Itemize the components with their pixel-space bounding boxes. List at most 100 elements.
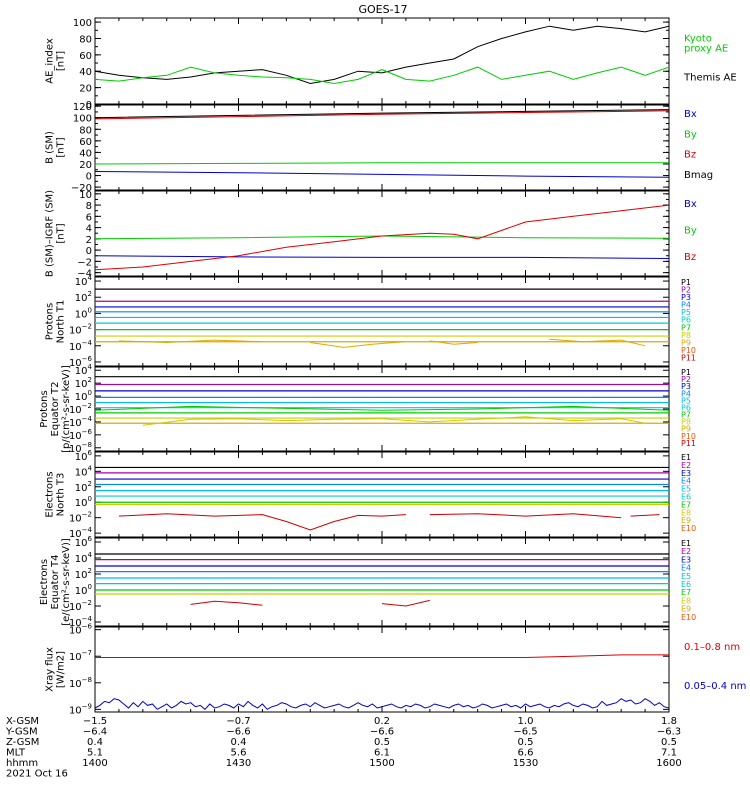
legend-label: 0.05–0.4 nm xyxy=(684,681,746,692)
channel-segment xyxy=(190,600,263,606)
y-tick-label: 6 xyxy=(86,212,92,223)
channel-label: P4 xyxy=(681,389,691,398)
time-axis-value: 1.0 xyxy=(518,716,534,727)
panel-frame xyxy=(94,366,670,452)
legend-label: Bz xyxy=(684,252,696,263)
y-tick-label: 10−2 xyxy=(69,511,92,525)
time-axis-value: 0.5 xyxy=(661,737,677,748)
panel-frame xyxy=(94,276,670,367)
series-line-bz xyxy=(95,204,669,271)
y-tick-label: 120 xyxy=(73,102,92,113)
y-tick-label: 104 xyxy=(75,551,93,565)
y-axis-label: North T3 xyxy=(56,473,67,517)
legend-label: Bz xyxy=(684,150,696,161)
channel-segment xyxy=(630,514,660,517)
y-tick-label: 102 xyxy=(75,567,92,581)
legend-label: By xyxy=(684,226,697,237)
y-axis-label: North T1 xyxy=(56,300,67,344)
channel-label: E8 xyxy=(681,508,691,517)
channel-label: E9 xyxy=(681,516,691,525)
y-tick-label: 10−4 xyxy=(69,415,93,429)
channel-label: E3 xyxy=(681,469,691,478)
panel-data xyxy=(95,288,669,348)
channel-label: E7 xyxy=(681,500,691,509)
channel-label: P2 xyxy=(681,375,691,384)
y-tick-label: 100 xyxy=(73,18,92,29)
channel-label: P6 xyxy=(681,316,691,325)
series-line-bz xyxy=(95,110,669,120)
y-tick-label: 10 xyxy=(79,190,92,201)
channel-label: P3 xyxy=(681,382,691,391)
y-tick-label: 60 xyxy=(79,137,92,148)
y-tick-label: 80 xyxy=(79,125,92,136)
y-tick-label: 20 xyxy=(79,160,92,171)
channel-label: P6 xyxy=(681,403,691,412)
channel-label: P5 xyxy=(681,308,691,317)
time-axis-value: −6.5 xyxy=(513,727,537,738)
channel-segment xyxy=(118,513,406,531)
y-tick-label: 40 xyxy=(79,67,92,78)
time-axis-value: −6.4 xyxy=(83,727,107,738)
time-axis-value: 5.6 xyxy=(231,748,247,759)
channel-label: E8 xyxy=(681,596,691,605)
channel-label: E2 xyxy=(681,461,691,470)
time-axis-value: 5.1 xyxy=(87,748,103,759)
time-axis-value: 6.1 xyxy=(374,748,390,759)
legend-label: By xyxy=(684,129,697,140)
legend-label: Bx xyxy=(684,199,697,210)
channel-segment xyxy=(429,340,478,345)
y-axis-label: [e/(cm²-s-sr-keV)] xyxy=(61,538,72,626)
channel-segment xyxy=(381,599,430,607)
panel-data xyxy=(95,466,669,531)
channel-label: E3 xyxy=(681,555,691,564)
time-axis-value: 0.5 xyxy=(374,737,390,748)
y-tick-label: 0 xyxy=(86,100,92,111)
y-tick-label: 20 xyxy=(79,84,92,95)
y-tick-label: 102 xyxy=(75,480,92,494)
time-axis-value: 1400 xyxy=(82,758,107,769)
channel-label: P4 xyxy=(681,301,691,310)
y-axis-label: [nT] xyxy=(56,137,67,157)
series-line-kyoto-proxy-ae xyxy=(95,66,669,85)
y-axis-label: Electrons xyxy=(39,559,50,605)
channel-label: P2 xyxy=(681,286,691,295)
y-axis-label: [W/m2] xyxy=(56,651,67,688)
series-line-bmag xyxy=(95,109,669,119)
channel-label: P3 xyxy=(681,293,691,302)
channel-segment xyxy=(118,339,263,344)
y-axis-label: [p/(cm²-s-sr-keV)] xyxy=(61,365,72,453)
y-tick-label: 80 xyxy=(79,34,92,45)
channel-segment xyxy=(429,513,622,519)
series-line-bx xyxy=(95,171,669,178)
y-tick-label: 8 xyxy=(86,201,92,212)
channel-segment xyxy=(142,416,646,426)
y-tick-label: 10−9 xyxy=(69,702,92,716)
channel-segment xyxy=(95,405,669,411)
y-tick-label: 104 xyxy=(75,464,93,478)
time-axis-value: −1.5 xyxy=(83,716,107,727)
panel-frame xyxy=(94,451,670,538)
y-tick-label: 60 xyxy=(79,51,92,62)
y-tick-label: −2 xyxy=(77,257,92,268)
series-line-0-1-0-8-nm xyxy=(95,654,669,658)
y-axis-label: Equator T2 xyxy=(50,382,61,437)
panel-data xyxy=(95,25,669,85)
y-tick-label: 100 xyxy=(73,114,92,125)
legend-label: Bx xyxy=(684,109,697,120)
time-axis: X-GSM −1.5 −0.7 0.2 1.0 1.8 Y-GSM −6.4 −6.6 −6.6 −… xyxy=(5,716,682,780)
y-tick-label: 0 xyxy=(86,246,92,257)
channel-label: E10 xyxy=(681,524,696,533)
y-axis-label: [nT] xyxy=(56,223,67,243)
y-axis-label: Protons xyxy=(39,390,50,427)
time-axis-value: 1500 xyxy=(369,758,394,769)
y-tick-label: 10−6 xyxy=(69,428,93,442)
channel-label: P10 xyxy=(681,346,696,355)
y-tick-label: 10−8 xyxy=(69,676,92,690)
panel-data xyxy=(95,204,669,271)
panel-frame xyxy=(94,626,670,713)
time-axis-value: 1600 xyxy=(656,758,681,769)
date-label: 2021 Oct 16 xyxy=(6,769,68,780)
